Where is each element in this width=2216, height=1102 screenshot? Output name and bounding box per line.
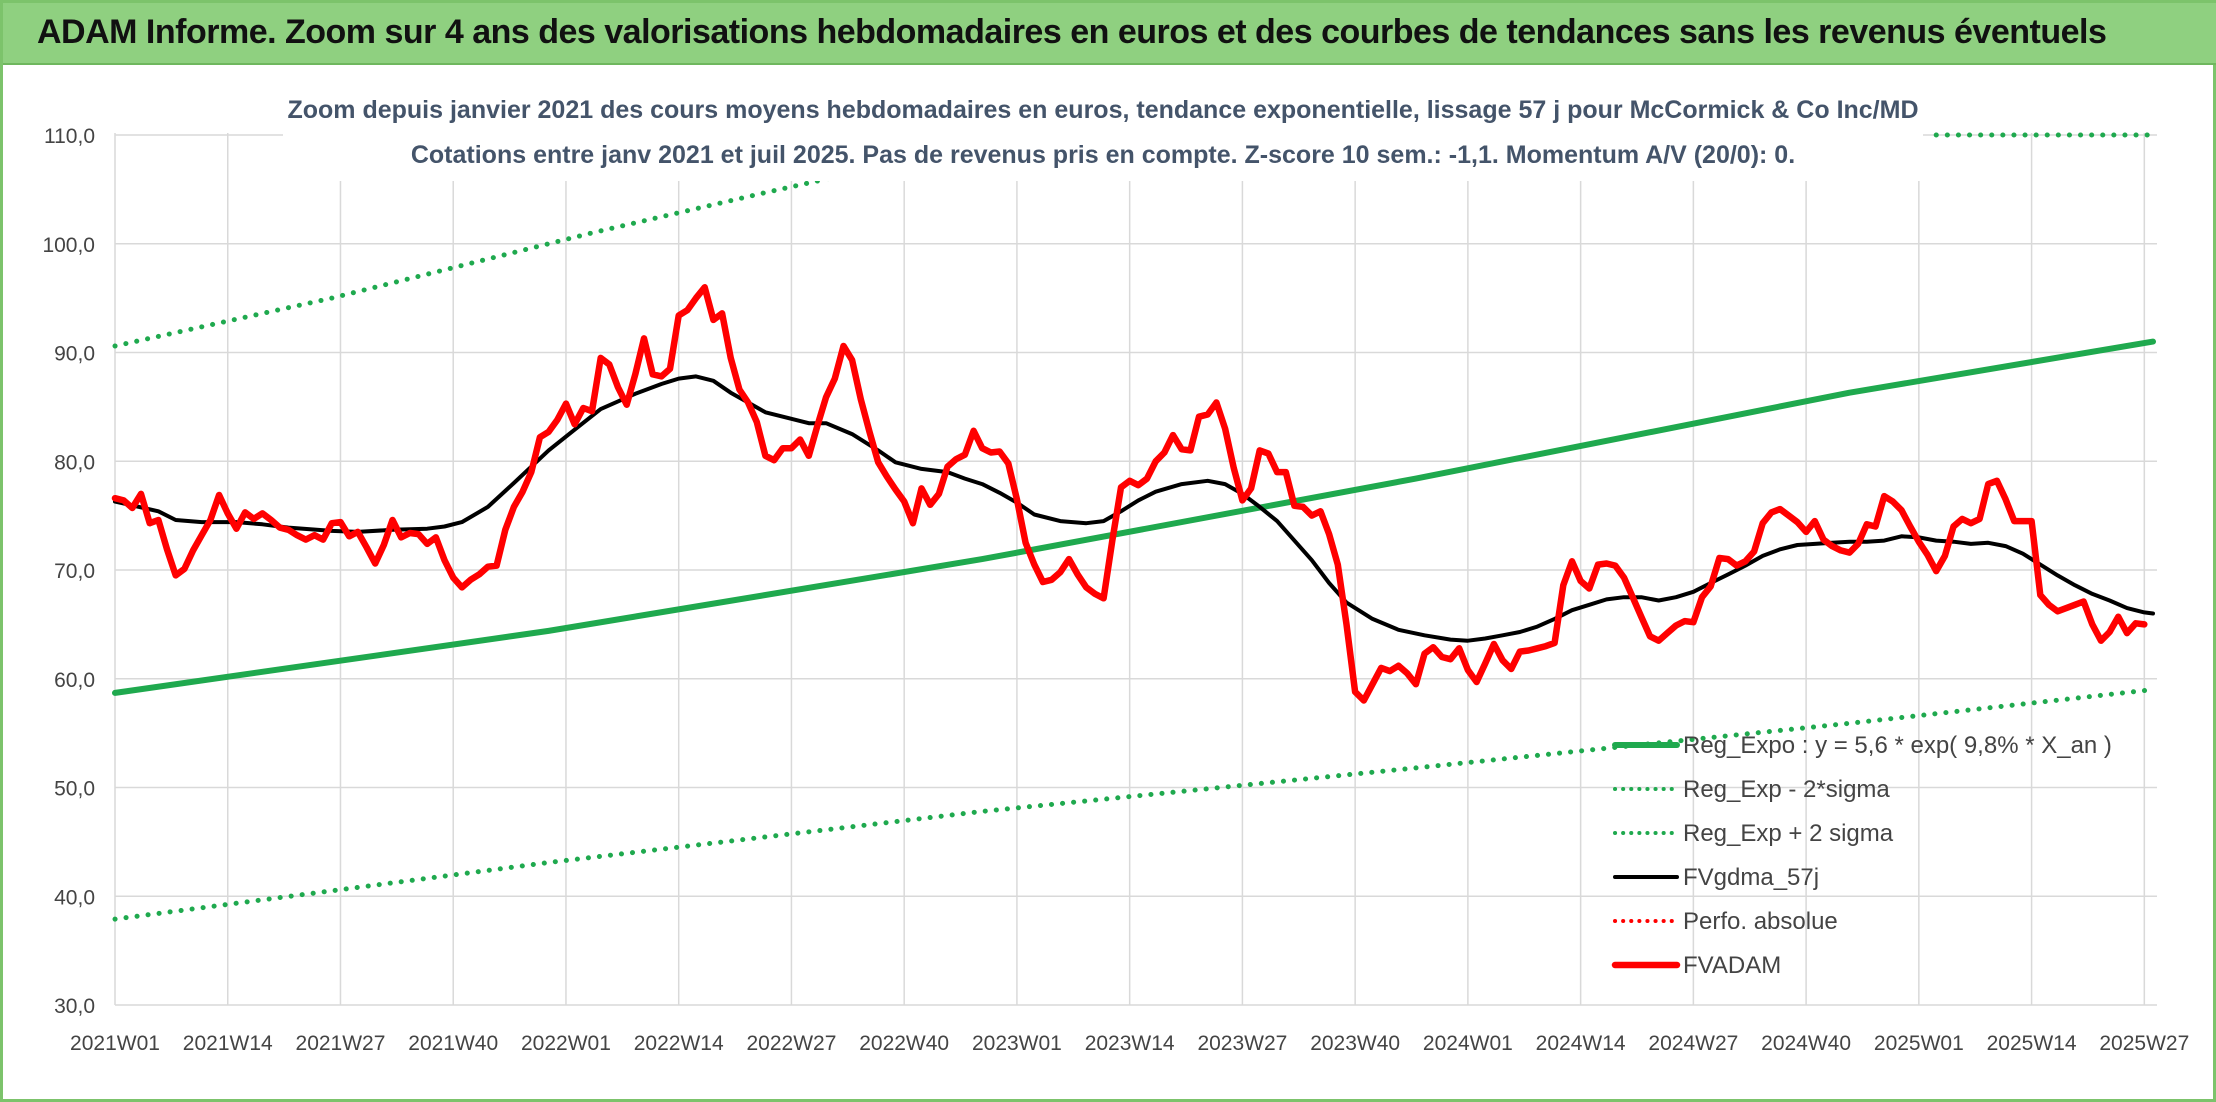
series-line-reg-expo-y-5-6-exp-9-8-x-an [112, 338, 2156, 696]
x-tick-label: 2021W40 [408, 1032, 498, 1055]
series-line-reg-exp-2-sigma [112, 687, 2156, 922]
x-tick-label: 2023W14 [1085, 1032, 1175, 1055]
x-tick-label: 2024W40 [1761, 1032, 1851, 1055]
y-tick-label: 100,0 [42, 234, 95, 257]
legend-entry: Reg_Exp - 2*sigma [1683, 776, 1890, 803]
series-line-reg-exp-2-sigma [112, 172, 846, 349]
y-tick-label: 30,0 [54, 995, 95, 1018]
x-tick-label: 2023W27 [1197, 1032, 1287, 1055]
legend-entry: FVADAM [1683, 952, 1781, 979]
y-tick-label: 50,0 [54, 778, 95, 801]
chart-subtitle: Cotations entre janv 2021 et juil 2025. … [411, 141, 1795, 169]
x-tick-label: 2025W01 [1874, 1032, 1964, 1055]
report-banner: ADAM Informe. Zoom sur 4 ans des valoris… [3, 3, 2216, 65]
x-tick-label: 2021W01 [70, 1032, 160, 1055]
legend-entry: Perfo. absolue [1683, 908, 1838, 935]
y-tick-label: 40,0 [54, 886, 95, 909]
grid-layer [114, 133, 2157, 1006]
x-tick-label: 2024W01 [1423, 1032, 1513, 1055]
price-trend-chart: 30,0 40,0 50,0 60,0 70,0 80,0 90,0 100,0 110,0 20… [42, 85, 2189, 1055]
x-tick-label: 2024W27 [1648, 1032, 1738, 1055]
legend-entry: Reg_Exp + 2 sigma [1683, 820, 1894, 847]
legend-entry: Reg_Expo : y = 5,6 * exp( 9,8% * X_an ) [1683, 732, 2112, 759]
series-layer [111, 132, 2156, 922]
chart-legend: Reg_Expo : y = 5,6 * exp( 9,8% * X_an ) R… [1611, 732, 2112, 979]
y-tick-label: 70,0 [54, 560, 95, 583]
y-tick-label: 110,0 [44, 125, 95, 148]
y-tick-label: 80,0 [54, 451, 95, 474]
x-tick-label: 2021W27 [296, 1032, 386, 1055]
x-tick-label: 2022W01 [521, 1032, 611, 1055]
chart-title-background [283, 85, 1923, 181]
y-tick-label: 90,0 [54, 343, 95, 366]
x-tick-label: 2024W14 [1536, 1032, 1626, 1055]
series-line-fvadam [111, 284, 2148, 704]
axis-layer: 30,0 40,0 50,0 60,0 70,0 80,0 90,0 100,0 110,0 20… [42, 125, 2189, 1055]
x-tick-label: 2025W14 [1987, 1032, 2077, 1055]
x-tick-label: 2022W40 [859, 1032, 949, 1055]
x-tick-label: 2023W01 [972, 1032, 1062, 1055]
x-tick-label: 2023W40 [1310, 1032, 1400, 1055]
chart-title-block: Zoom depuis janvier 2021 des cours moyen… [283, 85, 1923, 181]
x-tick-label: 2021W14 [183, 1032, 273, 1055]
x-tick-label: 2022W14 [634, 1032, 724, 1055]
x-tick-label: 2025W27 [2099, 1032, 2189, 1055]
legend-entry: FVgdma_57j [1683, 864, 1819, 891]
x-tick-label: 2022W27 [746, 1032, 836, 1055]
y-tick-label: 60,0 [54, 669, 95, 692]
series-line-fvgdma-57j [113, 374, 2155, 643]
chart-title: Zoom depuis janvier 2021 des cours moyen… [287, 96, 1918, 124]
report-title: ADAM Informe. Zoom sur 4 ans des valoris… [37, 13, 2107, 51]
